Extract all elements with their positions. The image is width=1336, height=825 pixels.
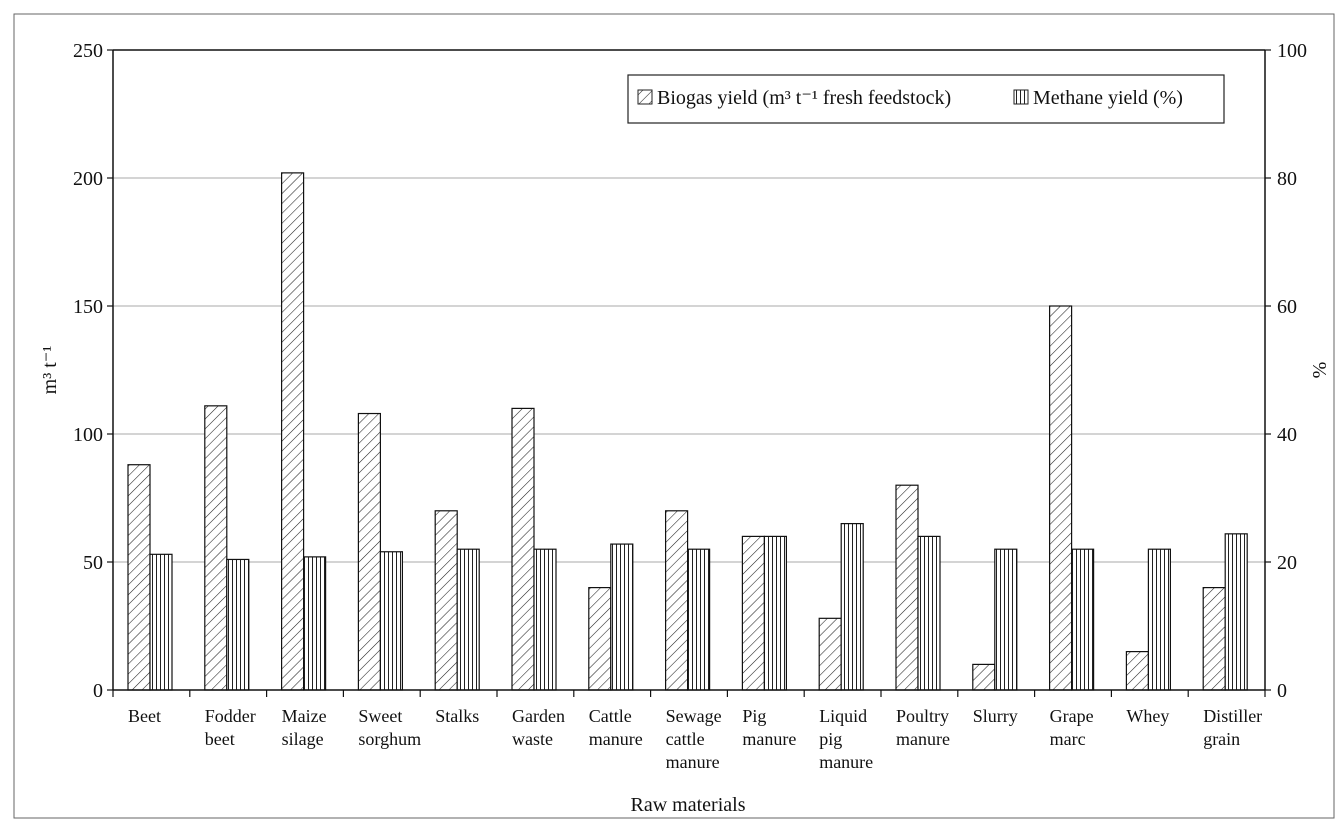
bar-methane-yield	[456, 548, 480, 691]
bar-methane-yield	[840, 522, 864, 691]
bar-methane-yield	[533, 548, 557, 691]
x-category-label: Cattle	[589, 706, 632, 726]
legend: Biogas yield (m³ t⁻¹ fresh feedstock) Me…	[627, 74, 1225, 124]
x-category-label: beet	[205, 729, 235, 749]
x-category-label: manure	[589, 729, 643, 749]
x-category-label: manure	[896, 729, 950, 749]
x-category-label: Distiller	[1203, 706, 1262, 726]
legend-swatch-methane	[1013, 89, 1029, 105]
x-category-label: sorghum	[358, 729, 421, 749]
bar-methane-yield	[610, 543, 634, 691]
category-labels: Beet Fodder beet Maize silage Sweet sorghum Sta…	[128, 706, 1262, 772]
legend-box	[627, 74, 1225, 124]
x-category-label: waste	[512, 729, 553, 749]
bar-biogas-yield	[204, 405, 228, 691]
bar-methane-yield	[226, 558, 250, 691]
x-category-label: Grape	[1050, 706, 1094, 726]
bar-biogas-yield	[281, 172, 305, 691]
bar-biogas-yield	[357, 412, 381, 691]
bar-methane-yield	[686, 548, 711, 691]
y-tick-label-left: 0	[93, 680, 103, 702]
legend-label-biogas: Biogas yield (m³ t⁻¹ fresh feedstock)	[657, 87, 951, 109]
x-category-label: Poultry	[896, 706, 949, 726]
x-axis-title: Raw materials	[631, 794, 746, 816]
x-category-label: Maize	[282, 706, 327, 726]
x-category-label: Beet	[128, 706, 161, 726]
bar-methane-yield	[1224, 533, 1248, 691]
bar-methane-yield	[917, 535, 941, 691]
y-tick-label-right: 20	[1277, 552, 1297, 574]
bar-methane-yield	[1070, 548, 1095, 691]
bar-methane-yield	[379, 551, 403, 691]
y-axis-title-left: m³ t⁻¹	[39, 346, 61, 395]
tick-labels: 0 50 100 150 200 250 0 20 40 60 80 100	[73, 40, 1307, 702]
bar-methane-yield	[994, 548, 1018, 691]
legend-label-methane: Methane yield (%)	[1033, 87, 1183, 109]
x-category-label: Whey	[1126, 706, 1169, 726]
x-category-label: manure	[742, 729, 796, 749]
y-tick-label-left: 100	[73, 424, 103, 446]
y-tick-label-right: 40	[1277, 424, 1297, 446]
x-category-label: Stalks	[435, 706, 479, 726]
x-category-label: Sewage	[666, 706, 722, 726]
x-category-label: marc	[1050, 729, 1086, 749]
y-tick-label-left: 50	[83, 552, 103, 574]
bar-biogas-yield	[741, 535, 766, 691]
bar-biogas-yield	[588, 586, 612, 691]
x-category-label: pig	[819, 729, 842, 749]
figure-frame	[13, 13, 1335, 819]
bar-methane-yield	[1147, 548, 1172, 691]
y-axis-title-right: %	[1309, 362, 1331, 379]
y-tick-label-right: 80	[1277, 168, 1297, 190]
axes	[107, 49, 1271, 697]
y-tick-label-right: 60	[1277, 296, 1297, 318]
legend-swatch-biogas	[637, 89, 653, 105]
bar-biogas-yield	[1202, 586, 1226, 691]
y-tick-label-left: 200	[73, 168, 103, 190]
bar-biogas-yield	[434, 510, 458, 691]
bar-biogas-yield	[895, 484, 919, 691]
bar-methane-yield	[149, 553, 173, 691]
bars	[127, 172, 1248, 691]
bar-biogas-yield	[1125, 650, 1150, 691]
bar-biogas-yield	[511, 407, 535, 691]
bar-methane-yield	[303, 556, 327, 691]
y-tick-label-left: 250	[73, 40, 103, 62]
x-category-label: grain	[1203, 729, 1240, 749]
x-category-label: Garden	[512, 706, 565, 726]
bar-biogas-yield	[1048, 305, 1073, 691]
x-category-label: Liquid	[819, 706, 867, 726]
x-category-label: Pig	[742, 706, 766, 726]
bar-biogas-yield	[972, 663, 996, 691]
y-tick-label-left: 150	[73, 296, 103, 318]
x-category-label: manure	[666, 752, 720, 772]
x-category-label: cattle	[666, 729, 705, 749]
y-tick-label-right: 100	[1277, 40, 1307, 62]
y-tick-label-right: 0	[1277, 680, 1287, 702]
bar-methane-yield	[763, 535, 788, 691]
x-category-label: manure	[819, 752, 873, 772]
x-category-label: Sweet	[358, 706, 402, 726]
bar-biogas-yield	[664, 510, 689, 691]
x-category-label: Fodder	[205, 706, 256, 726]
bar-biogas-yield	[127, 464, 151, 691]
bar-biogas-yield	[818, 617, 842, 691]
x-category-label: Slurry	[973, 706, 1018, 726]
x-category-label: silage	[282, 729, 324, 749]
